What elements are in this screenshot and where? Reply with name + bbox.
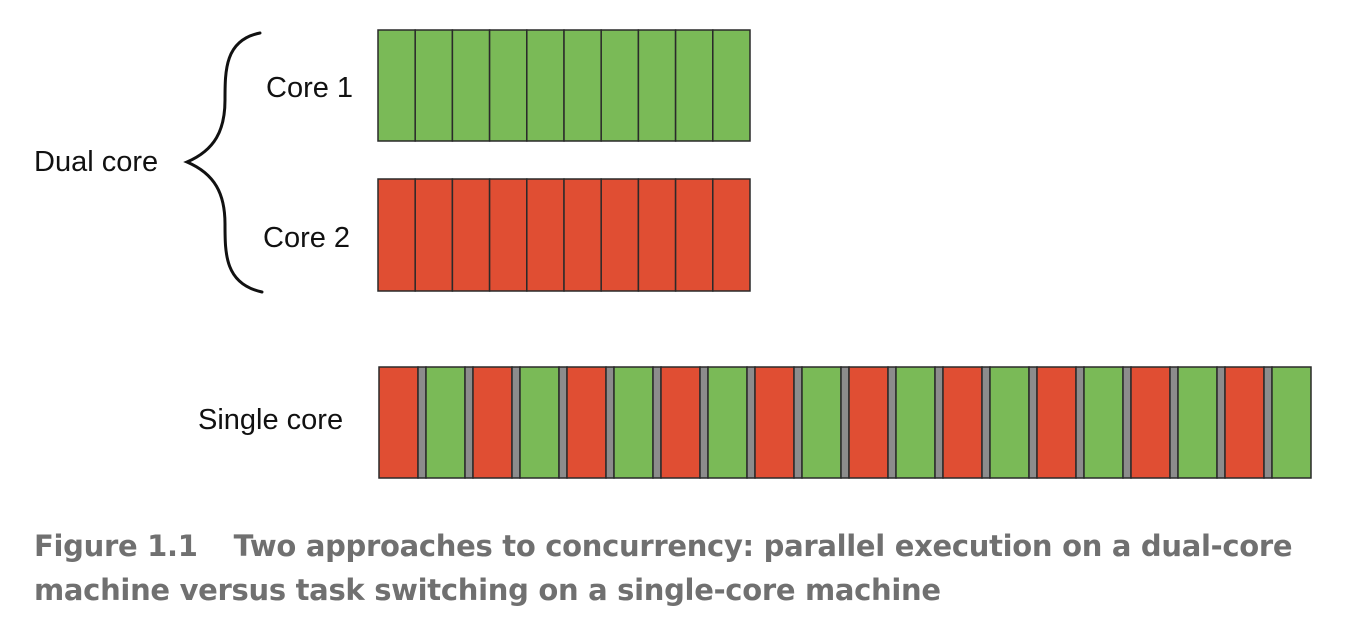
task-switch-slice [417, 366, 427, 479]
core1-timeline [377, 29, 751, 142]
task-switch-slice [1122, 366, 1132, 479]
single-core-time-slice [848, 366, 889, 479]
figure-caption-text: Two approaches to concurrency: parallel … [34, 529, 1293, 607]
single-core-time-slice [472, 366, 513, 479]
single-core-time-slice [895, 366, 936, 479]
core2-time-slice [377, 178, 416, 292]
task-switch-slice [464, 366, 474, 479]
task-switch-slice [1169, 366, 1179, 479]
core1-time-slice [377, 29, 416, 142]
core1-time-slice [600, 29, 640, 142]
concurrency-diagram [183, 29, 1312, 479]
core2-label: Core 2 [263, 222, 351, 254]
single-core-timeline [378, 366, 1312, 479]
task-switch-slice [887, 366, 897, 479]
single-core-time-slice [1036, 366, 1077, 479]
single-core-time-slice [566, 366, 607, 479]
core1-time-slice [712, 29, 751, 142]
dual-core-brace [183, 31, 264, 294]
core1-time-slice [563, 29, 602, 142]
core1-label: Core 1 [266, 72, 354, 104]
core2-time-slice [712, 178, 751, 292]
single-core-time-slice [989, 366, 1030, 479]
single-core-time-slice [425, 366, 466, 479]
core1-time-slice [488, 29, 528, 142]
core2-time-slice [637, 178, 677, 292]
figure-caption: Figure 1.1 Two approaches to concurrency:… [34, 524, 1324, 612]
task-switch-slice [934, 366, 944, 479]
task-switch-slice [511, 366, 521, 479]
single-core-time-slice [1177, 366, 1218, 479]
task-switch-slice [746, 366, 756, 479]
task-switch-slice [840, 366, 850, 479]
core1-time-slice [674, 29, 714, 142]
task-switch-slice [558, 366, 568, 479]
task-switch-slice [605, 366, 615, 479]
single-core-label: Single core [198, 404, 344, 436]
single-core-time-slice [613, 366, 654, 479]
single-core-time-slice [801, 366, 842, 479]
core1-time-slice [451, 29, 491, 142]
single-core-time-slice [1224, 366, 1265, 479]
core1-time-slice [526, 29, 565, 142]
core2-time-slice [488, 178, 528, 292]
single-core-time-slice [1271, 366, 1312, 479]
figure-number: Figure 1.1 [34, 529, 198, 563]
task-switch-slice [1263, 366, 1273, 479]
core2-time-slice [451, 178, 491, 292]
task-switch-slice [793, 366, 803, 479]
core2-time-slice [674, 178, 714, 292]
task-switch-slice [1075, 366, 1085, 479]
core2-timeline [377, 178, 751, 292]
core1-time-slice [414, 29, 454, 142]
core2-time-slice [526, 178, 565, 292]
task-switch-slice [652, 366, 662, 479]
single-core-time-slice [1130, 366, 1171, 479]
task-switch-slice [981, 366, 991, 479]
task-switch-slice [1028, 366, 1038, 479]
core2-time-slice [563, 178, 602, 292]
single-core-time-slice [707, 366, 748, 479]
core2-time-slice [600, 178, 640, 292]
core2-time-slice [414, 178, 454, 292]
dual-core-label: Dual core [34, 146, 159, 178]
task-switch-slice [1216, 366, 1226, 479]
single-core-time-slice [754, 366, 795, 479]
single-core-time-slice [660, 366, 701, 479]
single-core-time-slice [942, 366, 983, 479]
task-switch-slice [699, 366, 709, 479]
single-core-time-slice [519, 366, 560, 479]
single-core-time-slice [378, 366, 419, 479]
single-core-time-slice [1083, 366, 1124, 479]
core1-time-slice [637, 29, 677, 142]
